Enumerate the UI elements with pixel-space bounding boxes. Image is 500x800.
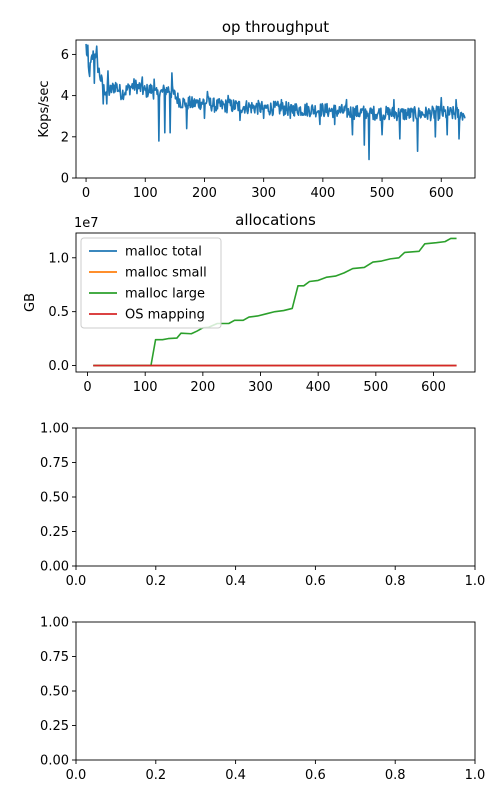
chart-panel-2: 0 100 200 300 400 500 600 0.0 0.5 1.0 allocations G… (23, 211, 475, 395)
x-tick-label: 0.8 (385, 574, 406, 589)
y-tick-label: 0.25 (40, 719, 69, 734)
y-tick-label: 0.0 (48, 359, 69, 374)
legend-entry: malloc total (125, 245, 202, 260)
x-tick-label: 0.0 (66, 768, 87, 783)
x-tick-label: 0 (82, 186, 90, 201)
y-tick-label: 0.75 (40, 650, 69, 665)
y-tick-label: 2 (61, 130, 69, 145)
y-tick-label: 0.75 (40, 456, 69, 471)
x-tick-label: 400 (306, 380, 331, 395)
x-tick-label: 0.8 (385, 768, 406, 783)
x-tick-label: 0 (83, 380, 91, 395)
y-tick-label: 6 (61, 48, 69, 63)
y-tick-label: 0.25 (40, 525, 69, 540)
chart-panel-3: 0.0 0.2 0.4 0.6 0.8 1.0 0.00 0.25 0.50 0.75 1.00 (40, 422, 485, 590)
x-tick-label: 200 (190, 380, 215, 395)
y-tick-label: 0.00 (40, 754, 69, 769)
x-tick-label: 100 (133, 380, 158, 395)
x-tick-label: 0.6 (305, 768, 326, 783)
x-tick-label: 1.0 (465, 768, 486, 783)
x-tick-label: 300 (251, 186, 276, 201)
x-tick-label: 600 (429, 186, 454, 201)
series-line-1 (86, 44, 465, 160)
y-tick-label: 1.0 (48, 251, 69, 266)
x-tick-label: 0.4 (225, 768, 246, 783)
y-tick-label: 1.00 (40, 616, 69, 631)
y-tick-label: 4 (61, 89, 69, 104)
y-tick-label: 0 (61, 172, 69, 187)
x-tick-label: 0.6 (305, 574, 326, 589)
legend: malloc total malloc small malloc large OS m… (81, 238, 221, 328)
y-tick-label: 0.5 (48, 305, 69, 320)
x-tick-label: 300 (248, 380, 273, 395)
y-axis-label: Kops/sec (37, 80, 52, 137)
x-tick-label: 500 (363, 380, 388, 395)
y-axis-label: GB (23, 293, 38, 312)
x-tick-label: 100 (133, 186, 158, 201)
y-offset-text: 1e7 (74, 216, 99, 231)
legend-entry: OS mapping (125, 308, 205, 323)
x-tick-label: 600 (421, 380, 446, 395)
y-tick-label: 0.50 (40, 685, 69, 700)
x-tick-label: 0.4 (225, 574, 246, 589)
chart-title: allocations (235, 211, 316, 229)
y-tick-label: 0.50 (40, 491, 69, 506)
axes-frame (76, 428, 475, 566)
x-tick-label: 0.0 (66, 574, 87, 589)
axes-frame (76, 622, 475, 760)
x-tick-label: 0.2 (145, 574, 166, 589)
legend-entry: malloc large (125, 287, 205, 302)
y-tick-label: 0.00 (40, 560, 69, 575)
series-group (86, 44, 465, 160)
chart-panel-4: 0.0 0.2 0.4 0.6 0.8 1.0 0.00 0.25 0.50 0.75 1.00 (40, 616, 485, 784)
chart-panel-1: 0 100 200 300 400 500 600 0 2 4 6 op throughput Kops… (37, 18, 475, 201)
x-tick-label: 400 (310, 186, 335, 201)
x-tick-label: 500 (370, 186, 395, 201)
x-tick-label: 200 (192, 186, 217, 201)
x-tick-label: 0.2 (145, 768, 166, 783)
legend-entry: malloc small (125, 266, 207, 281)
x-tick-label: 1.0 (465, 574, 486, 589)
chart-title: op throughput (222, 18, 329, 36)
y-tick-label: 1.00 (40, 422, 69, 437)
